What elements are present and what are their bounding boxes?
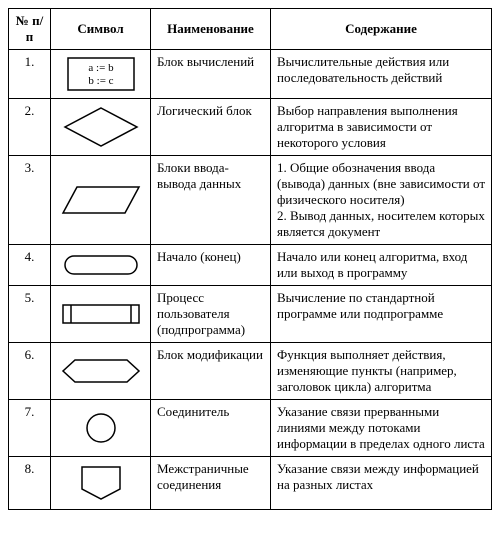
cell-desc: Выбор направления выполнения алгоритма в… — [271, 99, 492, 156]
cell-symbol — [51, 400, 151, 457]
preparation-hexagon-icon — [59, 356, 143, 386]
cell-num: 5. — [9, 286, 51, 343]
table-row: 8. Межстраничные соединения Указание свя… — [9, 457, 492, 510]
cell-symbol — [51, 343, 151, 400]
cell-num: 2. — [9, 99, 51, 156]
cell-num: 6. — [9, 343, 51, 400]
svg-text:a := b: a := b — [88, 62, 114, 74]
cell-desc: Указание связи прерванными линиями между… — [271, 400, 492, 457]
cell-num: 4. — [9, 245, 51, 286]
header-desc: Содержание — [271, 9, 492, 50]
table-row: 5. Процесс пользователя (подпрограмма) В… — [9, 286, 492, 343]
io-parallelogram-icon — [59, 183, 143, 217]
cell-name: Начало (конец) — [151, 245, 271, 286]
decision-rhombus-icon — [61, 105, 141, 149]
table-row: 4. Начало (конец) Начало или конец алгор… — [9, 245, 492, 286]
cell-name: Блоки ввода-вывода данных — [151, 156, 271, 245]
cell-symbol — [51, 286, 151, 343]
cell-desc: Указание связи между информацией на разн… — [271, 457, 492, 510]
cell-num: 3. — [9, 156, 51, 245]
cell-name: Блок вычислений — [151, 50, 271, 99]
header-num: № п/п — [9, 9, 51, 50]
offpage-connector-icon — [76, 463, 126, 503]
header-symbol: Символ — [51, 9, 151, 50]
cell-symbol — [51, 245, 151, 286]
cell-desc: Функция выполняет действия, изменяющие п… — [271, 343, 492, 400]
process-block-icon: a := b b := c — [64, 56, 138, 92]
terminator-icon — [61, 253, 141, 277]
connector-circle-icon — [81, 408, 121, 448]
cell-desc: 1. Общие обозначения ввода (вывода) данн… — [271, 156, 492, 245]
predefined-process-icon — [60, 302, 142, 326]
cell-name: Процесс пользователя (подпрограмма) — [151, 286, 271, 343]
cell-desc: Вычисление по стандартной программе или … — [271, 286, 492, 343]
cell-num: 8. — [9, 457, 51, 510]
header-name: Наименование — [151, 9, 271, 50]
cell-name: Логический блок — [151, 99, 271, 156]
cell-name: Блок модификации — [151, 343, 271, 400]
cell-num: 1. — [9, 50, 51, 99]
cell-symbol — [51, 99, 151, 156]
cell-num: 7. — [9, 400, 51, 457]
cell-desc: Вычислительные действия или последовател… — [271, 50, 492, 99]
cell-desc: Начало или конец алгоритма, вход или вых… — [271, 245, 492, 286]
table-header-row: № п/п Символ Наименование Содержание — [9, 9, 492, 50]
cell-symbol: a := b b := c — [51, 50, 151, 99]
table-row: 2. Логический блок Выбор направления вып… — [9, 99, 492, 156]
cell-symbol — [51, 457, 151, 510]
flowchart-symbols-table: № п/п Символ Наименование Содержание 1. … — [8, 8, 492, 510]
svg-text:b := c: b := c — [88, 75, 113, 87]
cell-symbol — [51, 156, 151, 245]
table-row: 7. Соединитель Указание связи прерванным… — [9, 400, 492, 457]
table-row: 6. Блок модификации Функция выполняет де… — [9, 343, 492, 400]
table-row: 1. a := b b := c Блок вычислений Вычисли… — [9, 50, 492, 99]
cell-name: Соединитель — [151, 400, 271, 457]
table-row: 3. Блоки ввода-вывода данных 1. Общие об… — [9, 156, 492, 245]
cell-name: Межстраничные соединения — [151, 457, 271, 510]
